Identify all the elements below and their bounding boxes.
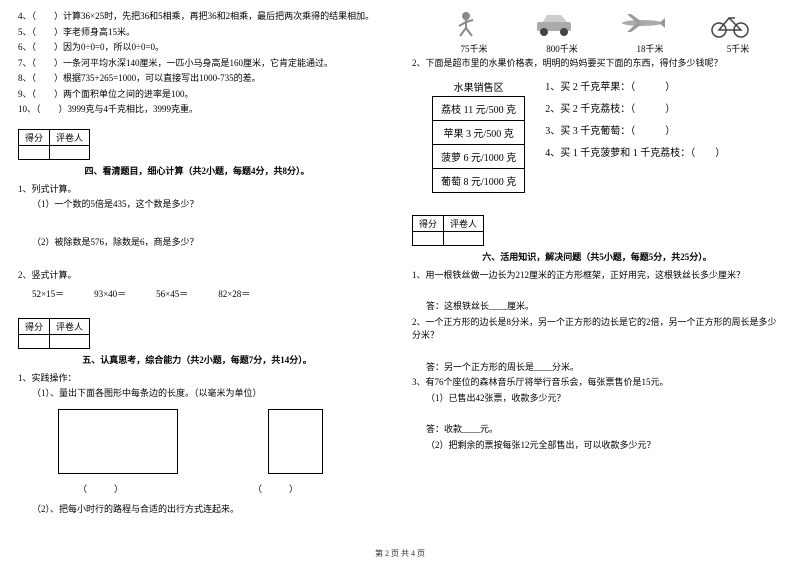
score-table-6: 得分评卷人 bbox=[412, 215, 484, 246]
rq2: 2、下面是超市里的水果价格表，明明的妈妈要买下面的东西，得付多少钱呢？ bbox=[412, 57, 782, 71]
section-5-title: 五、认真思考，综合能力（共2小题，每题7分，共14分）。 bbox=[18, 353, 376, 366]
fruit-3: 菠萝 6 元/1000 克 bbox=[433, 144, 525, 168]
rect-2 bbox=[268, 409, 323, 474]
fruit-1: 荔枝 11 元/500 克 bbox=[433, 96, 525, 120]
calc-row: 52×15＝ 93×40＝ 56×45＝ 82×28＝ bbox=[18, 287, 376, 300]
score-h2: 评卷人 bbox=[50, 129, 90, 145]
speed-1: 75千米 bbox=[430, 42, 518, 55]
buy-1: 1、买 2 千克苹果：（ ） bbox=[545, 77, 725, 99]
a1ans: 答：这根铁丝长____厘米。 bbox=[412, 300, 782, 314]
tf-item: 8、（ ）根据735+265=1000，可以直接写出1000-735的差。 bbox=[18, 72, 376, 86]
a2: 2、一个正方形的边长是8分米，另一个正方形的边长是它的2倍，另一个正方形的周长是… bbox=[412, 316, 782, 343]
q1a: （1）一个数的5倍是435，这个数是多少？ bbox=[18, 198, 376, 212]
buy-4: 4、买 1 千克菠萝和 1 千克荔枝：（ ） bbox=[545, 143, 725, 165]
tf-item: 7、（ ）一条河平均水深140厘米，一匹小马身高是160厘米，它肯定能通过。 bbox=[18, 57, 376, 71]
a2ans: 答：另一个正方形的周长是____分米。 bbox=[412, 361, 782, 375]
rect-1 bbox=[58, 409, 178, 474]
score-table-5: 得分评卷人 bbox=[18, 318, 90, 349]
speed-4: 5千米 bbox=[694, 42, 782, 55]
fruit-header: 水果销售区 bbox=[432, 77, 525, 96]
q2: 2、竖式计算。 bbox=[18, 269, 376, 283]
p1b: （2）、把每小时行的路程与合适的出行方式连起来。 bbox=[18, 503, 376, 517]
runner-icon bbox=[422, 8, 510, 40]
section-6-title: 六、活用知识，解决问题（共5小题，每题5分，共25分）。 bbox=[412, 250, 782, 263]
fruit-4: 葡萄 8 元/1000 克 bbox=[433, 168, 525, 192]
score-table-4: 得分评卷人 bbox=[18, 129, 90, 160]
buy-2: 2、买 2 千克荔枝：（ ） bbox=[545, 99, 725, 121]
calc-4: 82×28＝ bbox=[218, 287, 250, 300]
calc-3: 56×45＝ bbox=[156, 287, 188, 300]
a3ans: 答：收款____元。 bbox=[412, 423, 782, 437]
buy-list: 1、买 2 千克苹果：（ ） 2、买 2 千克荔枝：（ ） 3、买 3 千克葡萄… bbox=[545, 77, 725, 193]
car-icon bbox=[510, 8, 598, 40]
q1b: （2）被除数是576，除数是6，商是多少？ bbox=[18, 236, 376, 250]
bracket-2: （ ） bbox=[253, 482, 298, 495]
speed-3: 18千米 bbox=[606, 42, 694, 55]
a3b: （2）把剩余的票按每张12元全部售出，可以收款多少元？ bbox=[412, 439, 782, 453]
fruit-2: 苹果 3 元/500 克 bbox=[433, 120, 525, 144]
calc-2: 93×40＝ bbox=[94, 287, 126, 300]
a1: 1、用一根铁丝做一边长为212厘米的正方形框架，正好用完，这根铁丝长多少厘米？ bbox=[412, 269, 782, 283]
p1a: （1）、量出下面各图形中每条边的长度。（以毫米为单位） bbox=[18, 387, 376, 401]
a3a: （1）已售出42张票，收款多少元？ bbox=[412, 392, 782, 406]
p1: 1、实践操作： bbox=[18, 372, 376, 386]
speed-row: 75千米 800千米 18千米 5千米 bbox=[412, 42, 782, 55]
tf-item: 5、（ ）李老师身高15米。 bbox=[18, 26, 376, 40]
score-h1: 得分 bbox=[19, 129, 50, 145]
plane-icon bbox=[598, 8, 686, 40]
tf-item: 9、（ ）两个面积单位之间的进率是100。 bbox=[18, 88, 376, 102]
vehicle-row bbox=[412, 8, 782, 40]
calc-1: 52×15＝ bbox=[32, 287, 64, 300]
a3: 3、有76个座位的森林音乐厅将举行音乐会，每张票售价是15元。 bbox=[412, 376, 782, 390]
q1: 1、列式计算。 bbox=[18, 183, 376, 197]
page-footer: 第 2 页 共 4 页 bbox=[0, 548, 800, 559]
tf-item: 10、（ ）3999克与4千克相比，3999克重。 bbox=[18, 103, 376, 117]
speed-2: 800千米 bbox=[518, 42, 606, 55]
section-4-title: 四、看清题目，细心计算（共2小题，每题4分，共8分）。 bbox=[18, 164, 376, 177]
bike-icon bbox=[686, 8, 774, 40]
fruit-table: 荔枝 11 元/500 克 苹果 3 元/500 克 菠萝 6 元/1000 克… bbox=[432, 96, 525, 193]
bracket-1: （ ） bbox=[78, 482, 123, 495]
tf-item: 4、（ ）计算36×25时，先把36和5相乘，再把36和2相乘，最后把两次乘得的… bbox=[18, 10, 376, 24]
buy-3: 3、买 3 千克葡萄：（ ） bbox=[545, 121, 725, 143]
tf-item: 6、（ ）因为0÷0=0，所以0÷0=0。 bbox=[18, 41, 376, 55]
